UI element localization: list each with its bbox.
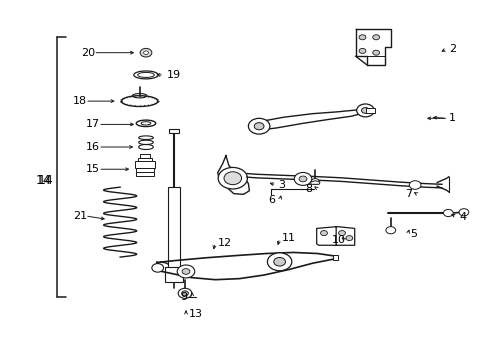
Bar xyxy=(135,161,155,168)
Polygon shape xyxy=(310,181,320,184)
Circle shape xyxy=(181,291,188,296)
Text: 3: 3 xyxy=(278,180,285,190)
Text: 21: 21 xyxy=(73,211,87,221)
Circle shape xyxy=(408,181,420,189)
Text: 17: 17 xyxy=(86,120,100,129)
Text: 9: 9 xyxy=(180,292,187,302)
Circle shape xyxy=(338,230,345,235)
Circle shape xyxy=(218,167,247,189)
Circle shape xyxy=(294,172,311,185)
Circle shape xyxy=(140,48,152,57)
Circle shape xyxy=(356,104,373,117)
Circle shape xyxy=(267,253,291,271)
Circle shape xyxy=(311,179,319,184)
Text: 13: 13 xyxy=(188,310,202,319)
Text: 6: 6 xyxy=(267,195,274,205)
Text: 19: 19 xyxy=(166,70,180,80)
Circle shape xyxy=(299,176,306,182)
Circle shape xyxy=(358,48,365,53)
Text: 18: 18 xyxy=(73,96,87,106)
Circle shape xyxy=(248,118,269,134)
Bar xyxy=(136,168,154,172)
Bar xyxy=(164,267,182,282)
Circle shape xyxy=(372,35,379,40)
Polygon shape xyxy=(254,108,368,130)
Text: 10: 10 xyxy=(331,235,346,245)
Bar xyxy=(138,158,152,161)
Circle shape xyxy=(385,226,395,234)
Text: 1: 1 xyxy=(448,113,455,123)
Circle shape xyxy=(182,269,189,274)
Circle shape xyxy=(152,264,163,272)
Text: 2: 2 xyxy=(448,44,455,54)
Circle shape xyxy=(177,265,194,278)
Text: 20: 20 xyxy=(81,48,95,58)
Circle shape xyxy=(254,123,264,130)
Text: 14: 14 xyxy=(37,174,53,186)
Circle shape xyxy=(358,35,365,40)
Polygon shape xyxy=(316,226,354,245)
Text: 11: 11 xyxy=(282,233,295,243)
Circle shape xyxy=(443,210,452,217)
Bar xyxy=(332,255,337,260)
Bar xyxy=(167,187,179,268)
Polygon shape xyxy=(217,156,249,194)
Text: 12: 12 xyxy=(217,238,231,248)
Text: 4: 4 xyxy=(458,212,465,221)
Circle shape xyxy=(361,108,368,113)
Text: 7: 7 xyxy=(405,189,412,199)
Text: 15: 15 xyxy=(86,164,100,174)
Text: 8: 8 xyxy=(305,184,312,194)
Circle shape xyxy=(320,230,327,235)
Bar xyxy=(140,154,150,158)
Text: 16: 16 xyxy=(86,142,100,152)
Circle shape xyxy=(178,288,191,298)
Text: 5: 5 xyxy=(409,229,416,239)
Bar xyxy=(366,108,374,113)
Circle shape xyxy=(372,50,379,55)
Text: 14: 14 xyxy=(36,174,51,186)
Bar xyxy=(136,172,154,176)
Bar xyxy=(168,129,178,134)
Circle shape xyxy=(143,51,148,54)
Circle shape xyxy=(458,209,468,216)
Circle shape xyxy=(345,235,352,240)
Circle shape xyxy=(273,257,285,266)
Circle shape xyxy=(224,172,241,185)
